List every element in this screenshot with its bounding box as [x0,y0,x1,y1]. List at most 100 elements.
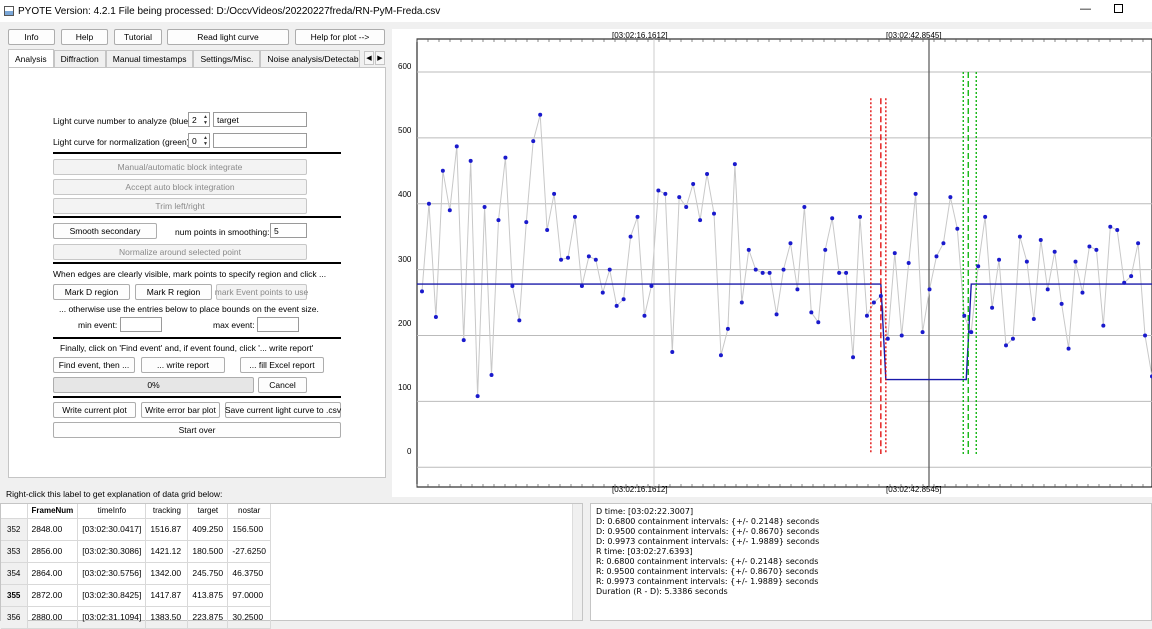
data-grid-scrollbar[interactable] [572,504,582,620]
tab-analysis[interactable]: Analysis [8,49,54,67]
tab-diffraction[interactable]: Diffraction [53,50,106,67]
data-grid[interactable]: FrameNum timeInfo tracking target nostar… [0,503,583,629]
row-index[interactable]: 355 [1,584,28,607]
table-cell[interactable]: [03:02:30.5756] [77,562,147,585]
column-header[interactable]: tracking [145,504,189,519]
row-index[interactable]: 356 [1,606,28,629]
read-light-curve-button[interactable]: Read light curve [167,29,289,45]
tab-scroll-right-icon[interactable]: ▶ [375,51,385,65]
column-header[interactable]: FrameNum [27,504,79,519]
data-point [503,155,508,160]
table-cell[interactable]: 46.3750 [227,562,271,585]
data-point [698,218,703,223]
save-csv-button[interactable]: Save current light curve to .csv [225,402,341,418]
light-curve-plot[interactable]: [03:02:16.1612] [03:02:42.8545] [03:02:1… [392,29,1152,497]
table-cell[interactable]: [03:02:31.1094] [77,606,147,629]
maximize-icon[interactable] [1114,4,1123,13]
column-header[interactable]: nostar [227,504,271,519]
data-grid-header-label[interactable]: Right-click this label to get explanatio… [6,489,223,499]
data-point [781,267,786,272]
table-cell[interactable]: 30.2500 [227,606,271,629]
table-row[interactable]: 354 2864.00 [03:02:30.5756] 1342.00 245.… [1,562,271,585]
row-index[interactable]: 353 [1,540,28,563]
data-point [823,247,828,252]
table-cell[interactable]: 97.0000 [227,584,271,607]
help-button[interactable]: Help [61,29,108,45]
table-cell[interactable]: 2880.00 [27,606,79,629]
table-cell[interactable]: 245.750 [187,562,229,585]
table-cell[interactable]: 1516.87 [145,518,189,541]
data-point [906,261,911,265]
lc-analyze-name-field[interactable]: target [213,112,307,127]
data-point [969,330,974,335]
column-header[interactable]: timeInfo [77,504,147,519]
table-cell[interactable]: 2864.00 [27,562,79,585]
data-point [461,338,466,343]
table-cell[interactable]: [03:02:30.0417] [77,518,147,541]
table-cell[interactable]: 1342.00 [145,562,189,585]
table-cell[interactable]: 2856.00 [27,540,79,563]
tab-manual-timestamps[interactable]: Manual timestamps [105,50,194,67]
app-icon [4,6,14,16]
report-text-area[interactable]: D time: [03:02:22.3007] D: 0.6800 contai… [590,503,1152,621]
lc-norm-name-field[interactable] [213,133,307,148]
table-cell[interactable]: 2848.00 [27,518,79,541]
normalize-button[interactable]: Normalize around selected point [53,244,307,260]
lc-norm-spinbox[interactable]: 0 ▲ ▼ [188,133,210,148]
y-tick-label: 500 [398,126,412,135]
table-cell[interactable]: 156.500 [227,518,271,541]
mark-r-region-button[interactable]: Mark R region [135,284,212,300]
table-cell[interactable]: 223.875 [187,606,229,629]
table-cell[interactable]: 413.875 [187,584,229,607]
write-current-plot-button[interactable]: Write current plot [53,402,136,418]
table-cell[interactable]: 1417.87 [145,584,189,607]
write-error-bar-plot-button[interactable]: Write error bar plot [141,402,220,418]
mark-event-points-button[interactable]: mark Event points to use [215,284,308,300]
tutorial-button[interactable]: Tutorial [114,29,162,45]
minimize-icon[interactable]: — [1080,3,1091,15]
start-over-button[interactable]: Start over [53,422,341,438]
row-index[interactable]: 352 [1,518,28,541]
data-point [997,257,1002,262]
lc-analyze-spinbox[interactable]: 2 ▲ ▼ [188,112,210,127]
spin-arrows-icon[interactable]: ▲ ▼ [203,135,208,147]
max-event-field[interactable] [257,317,299,332]
row-index[interactable]: 354 [1,562,28,585]
write-report-button[interactable]: ... write report [141,357,225,373]
tab-settings[interactable]: Settings/Misc. [193,50,261,67]
accept-block-button[interactable]: Accept auto block integration [53,179,307,195]
tab-noise-analysis[interactable]: Noise analysis/Detectability [260,50,361,67]
data-point [760,270,765,275]
data-point [656,188,661,193]
fill-excel-report-button[interactable]: ... fill Excel report [240,357,324,373]
help-for-plot-button[interactable]: Help for plot --> [295,29,385,45]
cancel-button[interactable]: Cancel [258,377,307,393]
table-cell[interactable]: -27.6250 [227,540,271,563]
table-row[interactable]: 353 2856.00 [03:02:30.3086] 1421.12 180.… [1,540,271,563]
table-row[interactable]: 356 2880.00 [03:02:31.1094] 1383.50 223.… [1,606,271,629]
table-header-row: FrameNum timeInfo tracking target nostar [1,504,271,519]
smooth-secondary-button[interactable]: Smooth secondary [53,223,157,239]
table-cell[interactable]: 1421.12 [145,540,189,563]
info-button[interactable]: Info [8,29,55,45]
spin-arrows-icon[interactable]: ▲ ▼ [203,114,208,126]
table-cell[interactable]: 1383.50 [145,606,189,629]
table-cell[interactable]: [03:02:30.8425] [77,584,147,607]
table-cell[interactable]: [03:02:30.3086] [77,540,147,563]
mark-d-region-button[interactable]: Mark D region [53,284,130,300]
data-point [468,158,473,163]
data-point [767,270,772,275]
num-points-field[interactable]: 5 [270,223,307,238]
table-cell[interactable]: 2872.00 [27,584,79,607]
min-event-field[interactable] [120,317,162,332]
table-row[interactable]: 352 2848.00 [03:02:30.0417] 1516.87 409.… [1,518,271,541]
find-event-button[interactable]: Find event, then ... [53,357,135,373]
block-integrate-button[interactable]: Manual/automatic block integrate [53,159,307,175]
table-cell[interactable]: 409.250 [187,518,229,541]
tab-scroll-left-icon[interactable]: ◀ [364,51,374,65]
plot-canvas[interactable] [392,29,1152,497]
trim-button[interactable]: Trim left/right [53,198,307,214]
table-cell[interactable]: 180.500 [187,540,229,563]
table-row[interactable]: 355 2872.00 [03:02:30.8425] 1417.87 413.… [1,584,271,607]
column-header[interactable]: target [187,504,229,519]
